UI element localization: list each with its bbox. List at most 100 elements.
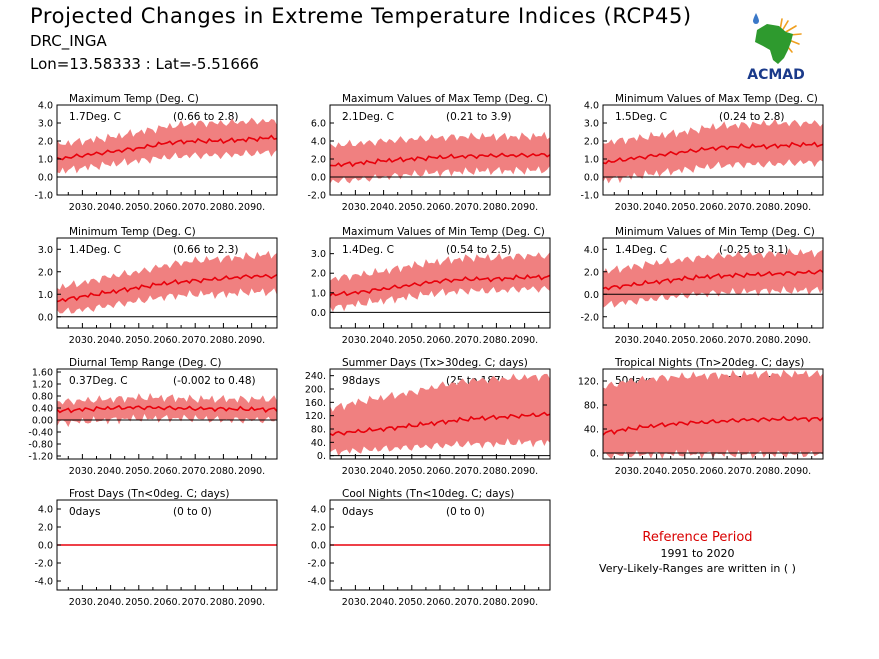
chart-likely-range: (0.66 to 2.3) <box>173 244 239 256</box>
y-tick-label: 3.0 <box>38 119 53 130</box>
y-tick-label: 1.60 <box>32 368 53 379</box>
y-tick-label: 1.0 <box>38 290 53 301</box>
chart-summary-value: 2.1Deg. C <box>342 111 394 123</box>
y-tick-label: 1.20 <box>32 380 53 391</box>
x-tick-label: 2070. <box>182 335 209 346</box>
y-tick-label: 0. <box>317 451 326 462</box>
station-name: DRC_INGA <box>30 32 107 50</box>
y-tick-label: 0.80 <box>32 392 53 403</box>
median-series-line <box>602 269 824 291</box>
y-tick-label: 0.0 <box>38 541 53 552</box>
chart-likely-range: (0 to 0) <box>446 506 485 518</box>
x-tick-label: 2050. <box>671 335 698 346</box>
x-tick-label: 2070. <box>728 466 755 477</box>
reference-period-title: Reference Period <box>642 530 753 545</box>
chart-panel-7: Diurnal Temp Range (Deg. C) 0.37Deg. C (-0… <box>28 357 278 477</box>
y-tick-label: 2.0 <box>38 137 53 148</box>
chart-panel-8: Summer Days (Tx>30deg. C; days)98days(25… <box>305 357 551 477</box>
y-tick-label: 240. <box>305 371 326 382</box>
y-tick-label: 40. <box>584 425 599 436</box>
x-tick-label: 2060. <box>426 202 453 213</box>
x-tick-label: 2050. <box>671 466 698 477</box>
x-tick-label: 2030. <box>615 202 642 213</box>
reference-period-years: 1991 to 2020 <box>660 547 735 560</box>
x-tick-label: 2070. <box>182 202 209 213</box>
x-tick-label: 2040. <box>97 597 124 608</box>
chart-summary-value: 0days <box>69 506 100 518</box>
y-tick-label: 4.0 <box>38 505 53 516</box>
x-tick-label: 2090. <box>238 466 265 477</box>
y-tick-label: -2.0 <box>307 559 326 570</box>
x-tick-label: 2060. <box>699 466 726 477</box>
y-tick-label: 3.0 <box>584 119 599 130</box>
x-tick-label: 2050. <box>125 202 152 213</box>
chart-likely-range: (0 to 0) <box>173 506 212 518</box>
x-tick-label: 2090. <box>784 202 811 213</box>
x-tick-label: 2060. <box>426 597 453 608</box>
x-tick-label: 2080. <box>483 335 510 346</box>
y-tick-label: 4.0 <box>38 101 53 112</box>
reference-period-box: Reference Period 1991 to 2020 Very-Likel… <box>560 530 835 575</box>
chart-summary-value: 1.4Deg. C <box>69 244 121 256</box>
chart-panel-5: Maximum Values of Min Temp (Deg. C) 1.4De… <box>311 226 551 346</box>
chart-likely-range: (-0.002 to 0.48) <box>173 375 256 387</box>
y-tick-label: 160. <box>305 398 326 409</box>
x-tick-label: 2050. <box>125 335 152 346</box>
y-tick-label: 3.0 <box>311 249 326 260</box>
y-tick-label: 0.0 <box>311 308 326 319</box>
x-tick-label: 2070. <box>182 597 209 608</box>
y-tick-label: 4.0 <box>584 245 599 256</box>
x-tick-label: 2070. <box>728 202 755 213</box>
x-tick-label: 2080. <box>210 202 237 213</box>
y-tick-label: 1.0 <box>311 288 326 299</box>
chart-title: Maximum Temp (Deg. C) <box>69 93 199 105</box>
y-tick-label: -4.0 <box>307 577 326 588</box>
likely-range-band <box>330 373 550 457</box>
x-tick-label: 2040. <box>97 466 124 477</box>
x-tick-label: 2030. <box>69 202 96 213</box>
x-tick-label: 2030. <box>342 335 369 346</box>
chart-title: Maximum Values of Min Temp (Deg. C) <box>342 226 545 238</box>
likely-range-band <box>57 393 277 427</box>
y-tick-label: 0.0 <box>311 173 326 184</box>
y-tick-label: 4.0 <box>584 101 599 112</box>
likely-range-band <box>330 251 550 312</box>
reference-period-note: Very-Likely-Ranges are written in ( ) <box>599 562 796 575</box>
chart-summary-value: 1.5Deg. C <box>615 111 667 123</box>
x-tick-label: 2070. <box>455 466 482 477</box>
x-tick-label: 2070. <box>455 335 482 346</box>
y-tick-label: 0.0 <box>38 173 53 184</box>
likely-range-band <box>330 131 550 184</box>
x-tick-label: 2090. <box>784 466 811 477</box>
y-tick-label: 2.0 <box>311 269 326 280</box>
x-tick-label: 2040. <box>97 202 124 213</box>
y-tick-label: 0.0 <box>38 312 53 323</box>
likely-range-band <box>603 369 823 459</box>
x-tick-label: 2040. <box>643 202 670 213</box>
y-tick-label: -0.40 <box>28 428 53 439</box>
chart-panel-11: Cool Nights (Tn<10deg. C; days) 0days (0 t… <box>307 488 551 608</box>
y-tick-label: 2.0 <box>38 267 53 278</box>
x-tick-label: 2090. <box>511 597 538 608</box>
x-tick-label: 2030. <box>615 466 642 477</box>
x-tick-label: 2070. <box>182 466 209 477</box>
y-tick-label: 4.0 <box>311 137 326 148</box>
y-tick-label: 40. <box>311 438 326 449</box>
chart-likely-range: (0.66 to 2.8) <box>173 111 239 123</box>
chart-title: Frost Days (Tn<0deg. C; days) <box>69 488 229 500</box>
x-tick-label: 2040. <box>370 335 397 346</box>
chart-title: Tropical Nights (Tn>20deg. C; days) <box>614 357 804 369</box>
x-tick-label: 2090. <box>784 335 811 346</box>
x-tick-label: 2080. <box>483 202 510 213</box>
x-tick-label: 2070. <box>728 335 755 346</box>
likely-range-band <box>603 118 823 184</box>
x-tick-label: 2080. <box>756 202 783 213</box>
x-tick-label: 2050. <box>671 202 698 213</box>
y-tick-label: -2.0 <box>34 559 53 570</box>
y-tick-label: 2.0 <box>584 267 599 278</box>
x-tick-label: 2080. <box>210 466 237 477</box>
y-tick-label: 0.40 <box>32 404 53 415</box>
median-series-line <box>56 404 278 414</box>
chart-summary-value: 1.4Deg. C <box>342 244 394 256</box>
